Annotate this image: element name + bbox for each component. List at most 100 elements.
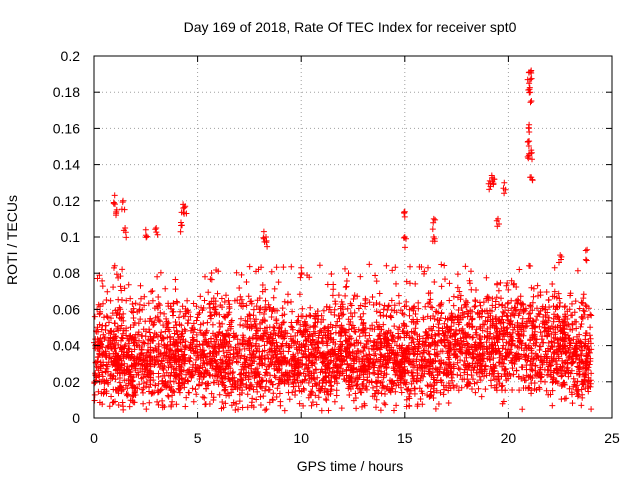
data-point [153, 229, 160, 236]
data-point [478, 393, 485, 400]
data-point [342, 284, 349, 291]
data-point [548, 362, 554, 369]
data-point [98, 338, 105, 345]
data-point [334, 356, 340, 363]
data-point [108, 315, 114, 322]
data-point [185, 378, 192, 385]
data-point [577, 323, 584, 330]
data-point [248, 402, 255, 409]
data-point [140, 339, 147, 346]
data-point [447, 332, 454, 339]
data-point [328, 372, 335, 379]
data-point [323, 397, 330, 404]
data-point [468, 268, 474, 275]
data-point [310, 330, 317, 337]
data-point [182, 203, 189, 210]
data-point [179, 303, 186, 310]
data-point [314, 344, 321, 351]
data-point [519, 320, 526, 327]
data-point [426, 299, 433, 306]
data-point [366, 370, 373, 377]
data-point [290, 337, 297, 343]
data-point [555, 355, 562, 362]
data-point [155, 361, 162, 368]
data-point [184, 377, 191, 384]
data-point [240, 380, 246, 387]
data-point [456, 319, 463, 326]
data-point [542, 378, 548, 385]
data-point [297, 379, 304, 386]
data-point [406, 350, 413, 357]
data-point [561, 395, 568, 402]
data-point [383, 364, 390, 370]
data-point [531, 385, 538, 392]
x-tick-label: 5 [194, 430, 202, 446]
data-point [172, 367, 179, 374]
data-point [295, 383, 302, 390]
data-point [479, 370, 486, 377]
data-point [149, 288, 156, 294]
data-point [151, 321, 157, 328]
data-point [537, 329, 544, 336]
data-point [107, 297, 114, 304]
data-point [123, 366, 130, 373]
data-point [286, 343, 293, 349]
x-tick-label: 25 [604, 430, 620, 446]
data-point [241, 353, 248, 360]
x-tick-label: 15 [397, 430, 413, 446]
data-point [450, 382, 457, 389]
data-point [414, 378, 420, 385]
data-point [249, 335, 256, 342]
data-point [429, 358, 436, 365]
data-point [493, 329, 500, 336]
data-point [182, 356, 189, 363]
data-point [404, 329, 411, 336]
data-point [418, 388, 425, 395]
data-point [408, 318, 415, 325]
data-point [247, 298, 254, 305]
data-point [346, 392, 353, 398]
data-point [378, 344, 385, 350]
data-point [140, 326, 147, 333]
data-point [262, 383, 269, 390]
data-point [404, 387, 411, 393]
data-point [475, 385, 482, 392]
data-point [527, 174, 534, 181]
data-point [285, 348, 292, 355]
data-point [427, 296, 434, 303]
data-point [417, 375, 424, 382]
data-point [497, 279, 504, 286]
data-point [286, 396, 293, 403]
data-point [302, 321, 309, 327]
data-point [528, 284, 535, 291]
data-point [158, 329, 165, 336]
data-point [467, 280, 473, 287]
data-point [338, 347, 345, 354]
data-point [438, 283, 445, 290]
data-point [331, 306, 338, 313]
data-point [460, 361, 467, 368]
data-point [332, 301, 339, 307]
data-point [484, 293, 491, 300]
data-point [508, 357, 514, 364]
data-point [257, 393, 264, 400]
data-point [442, 276, 448, 283]
data-point [580, 307, 587, 314]
data-point [265, 386, 272, 393]
data-point [578, 402, 585, 409]
data-point [365, 359, 372, 366]
data-point [218, 359, 225, 366]
data-point [235, 359, 241, 366]
data-point [573, 346, 580, 353]
data-point [162, 285, 169, 292]
data-point [324, 356, 331, 363]
data-point [273, 320, 280, 327]
data-point [373, 300, 380, 306]
data-point [578, 321, 585, 327]
data-point [431, 235, 438, 242]
data-point [408, 380, 415, 387]
data-point [455, 307, 462, 313]
data-point [200, 374, 207, 381]
data-point [463, 354, 470, 361]
data-point [224, 312, 231, 319]
